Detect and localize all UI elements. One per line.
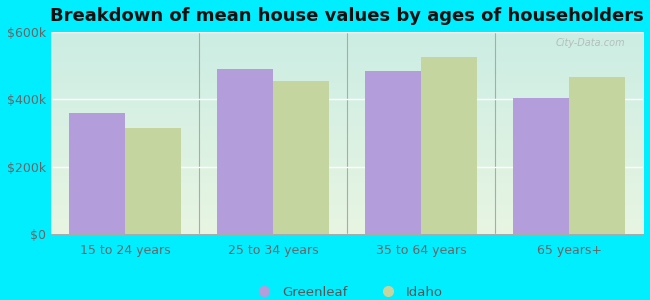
Bar	[69, 113, 125, 234]
Legend: Greenleaf, Idaho: Greenleaf, Idaho	[246, 280, 448, 300]
Bar	[421, 57, 477, 234]
Title: Breakdown of mean house values by ages of householders: Breakdown of mean house values by ages o…	[50, 7, 644, 25]
Bar	[125, 128, 181, 234]
Bar	[216, 69, 273, 234]
Bar	[569, 77, 625, 234]
Bar	[513, 98, 569, 234]
Bar	[365, 71, 421, 234]
Text: City-Data.com: City-Data.com	[556, 38, 625, 48]
Bar	[273, 81, 330, 234]
